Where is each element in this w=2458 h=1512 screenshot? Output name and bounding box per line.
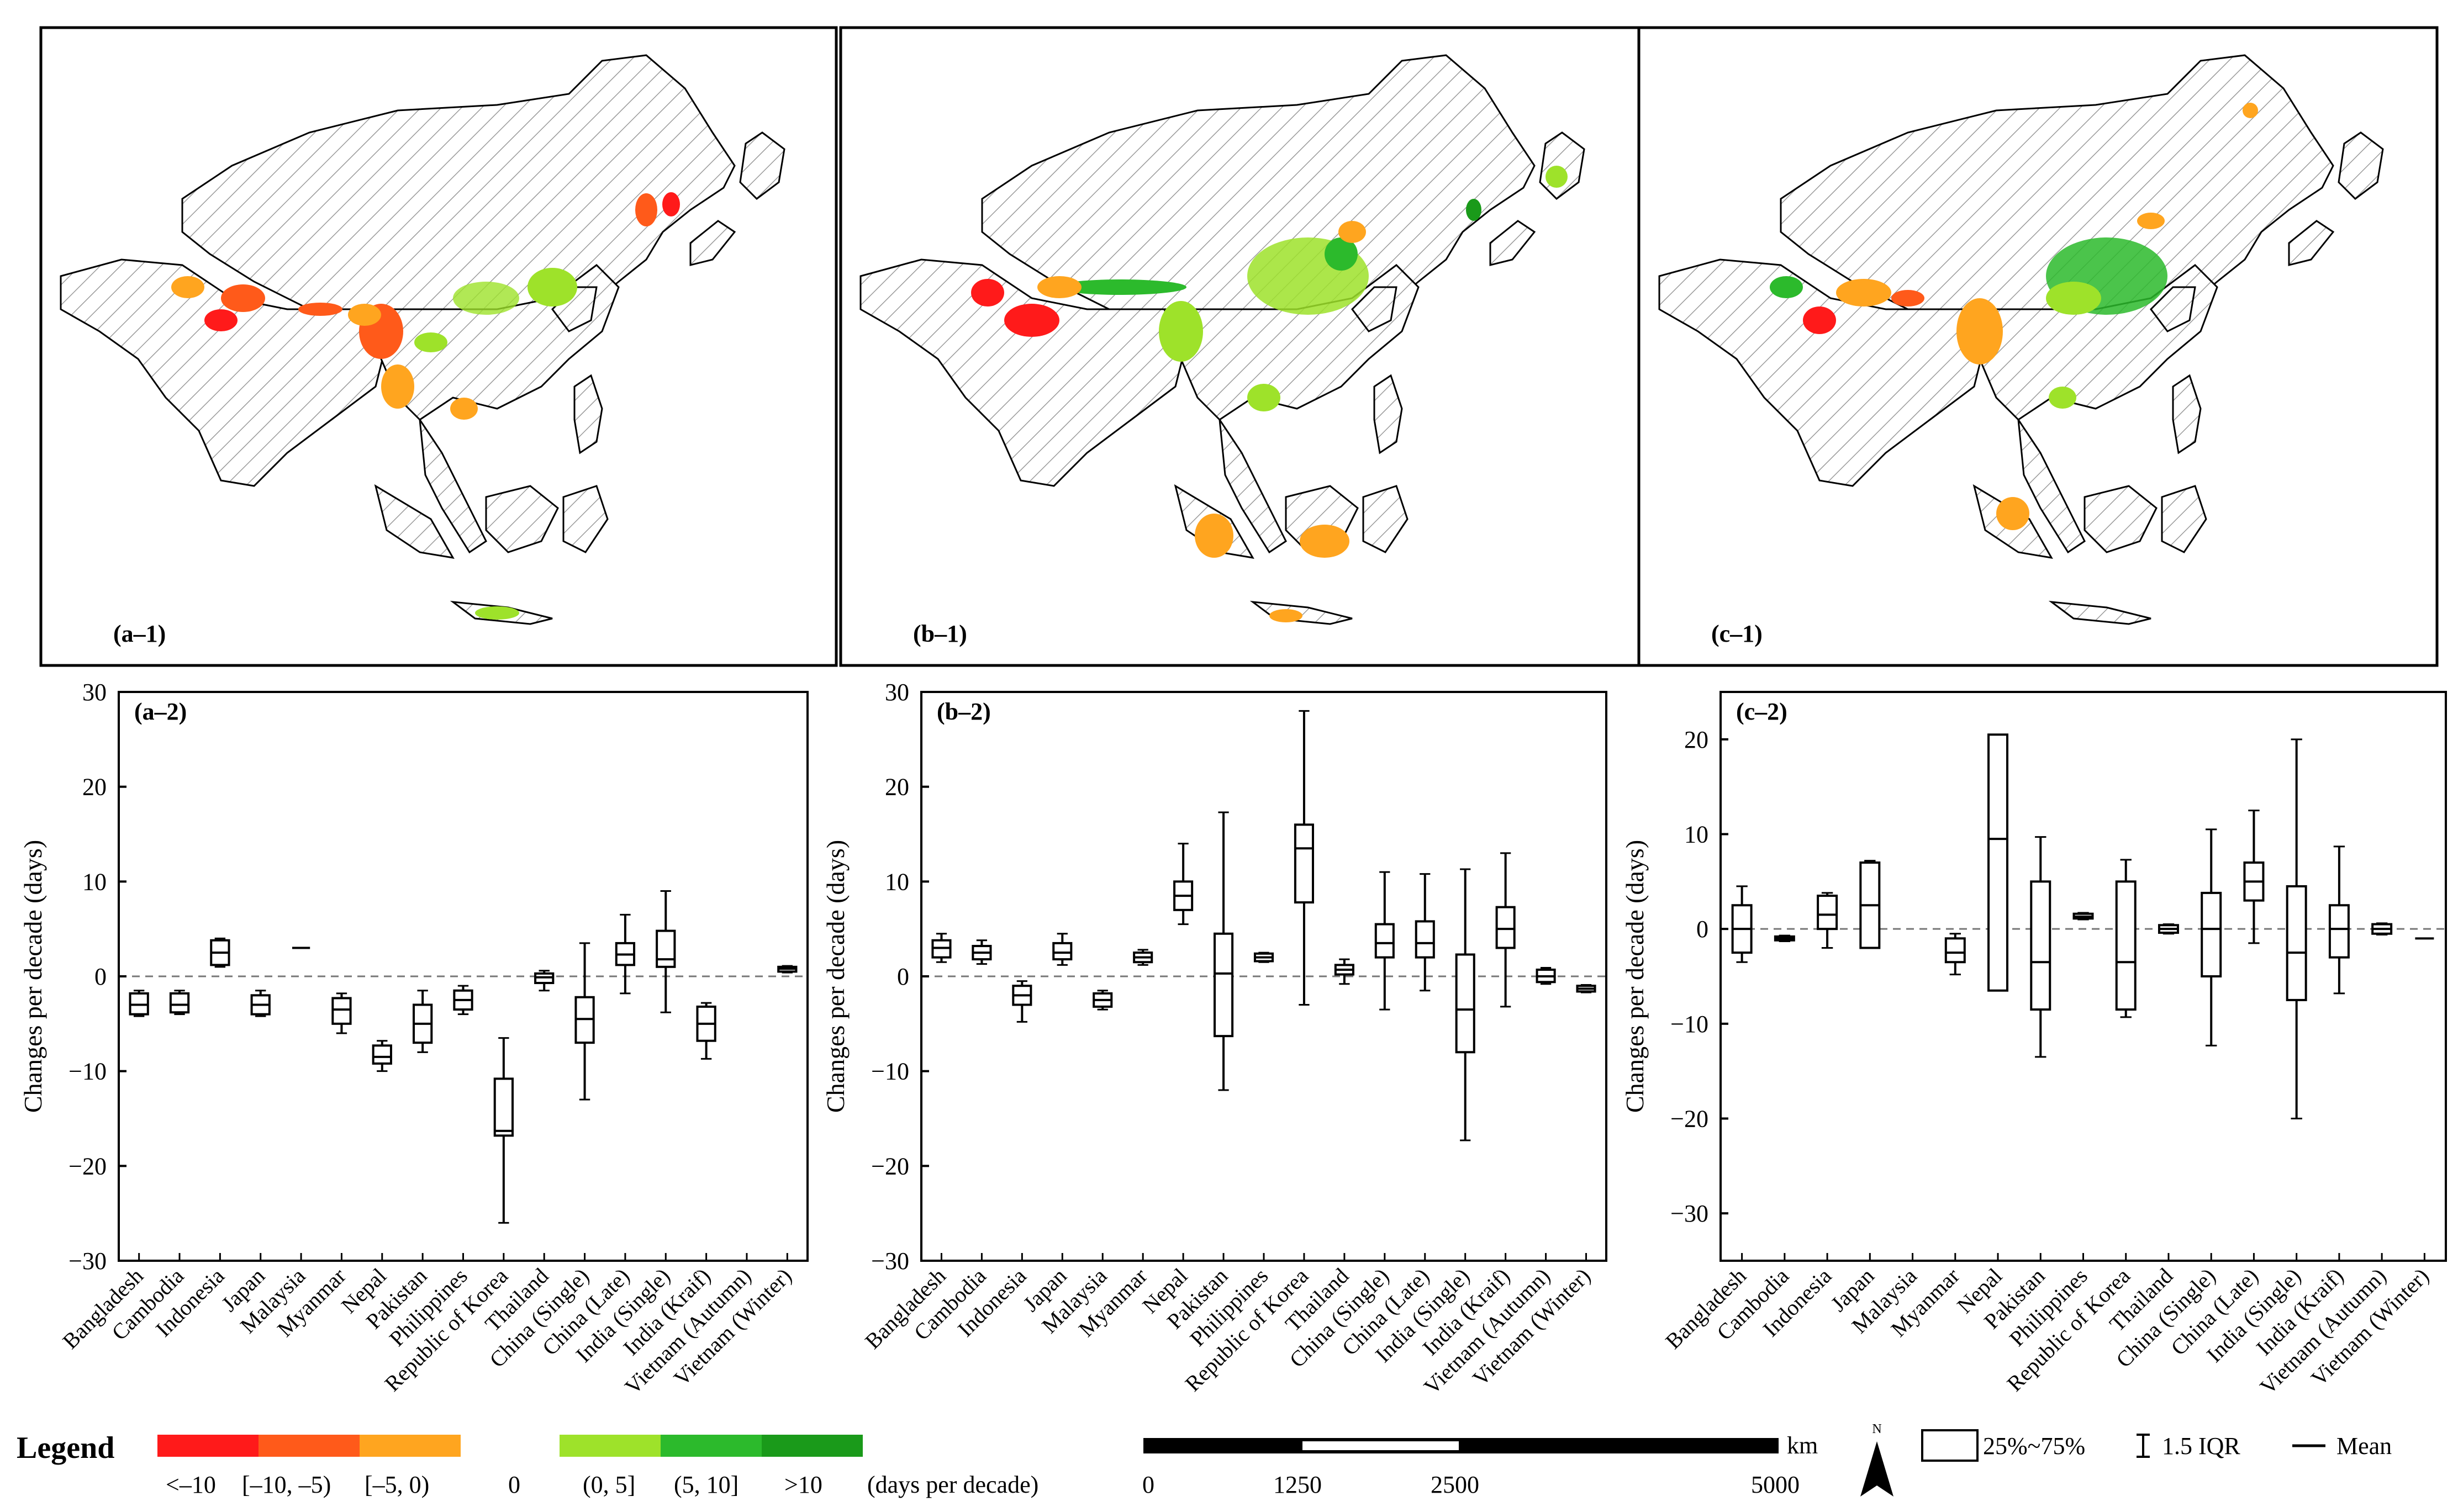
box-legend-whisker-icon [2137,1434,2150,1458]
legend-label: (5, 10] [674,1471,739,1498]
map-label-a: (a–1) [113,620,166,647]
iqr-box [1214,932,1234,1038]
scale-bar-outline [1143,1438,1779,1453]
y-tick-label: −10 [68,1058,107,1085]
iqr-box [656,929,676,968]
legend-label: [–5, 0) [365,1471,429,1498]
boxplot-panel-c: −30 −20 −10 0 10 20 (c–2) Changes per decade (d… [1621,691,2447,1399]
scale-bar: km 0 1250 2500 5000 [1142,1432,1818,1498]
y-tick-label: 30 [82,679,107,706]
map-panel-c: (c–1) [1637,26,2439,667]
scale-bar-unit: km [1787,1432,1818,1459]
iqr-box [2201,891,2222,978]
y-axis-label: Changes per decade (days) [1621,840,1649,1113]
y-tick-label: −30 [1670,1200,1708,1227]
y-tick-label: −30 [871,1247,909,1275]
legend-swatches [157,1435,863,1457]
box-legend-mean-label: Mean [2336,1432,2392,1460]
iqr-box [331,997,352,1025]
iqr-box [493,1077,514,1137]
panel-label: (a–2) [134,698,187,725]
panel-label: (b–2) [937,698,991,725]
map-colored-regions [171,192,680,620]
y-tick-label: −30 [68,1247,107,1275]
scale-tick-5000: 5000 [1751,1471,1800,1498]
iqr-box [1294,823,1314,904]
y-tick-label: 20 [885,774,909,801]
map-panels: (a–1) [39,26,2439,667]
legend-label: <–10 [166,1471,216,1498]
y-tick-label: −20 [871,1152,909,1180]
map-panel-b: (b–1) [839,26,1641,667]
y-axis-label: Changes per decade (days) [19,840,47,1113]
y-tick-label: 0 [1696,916,1708,943]
legend-unit-label: (days per decade) [867,1471,1038,1498]
y-tick-label: 20 [82,774,107,801]
legend-title: Legend [17,1431,114,1465]
legend-label: (0, 5] [583,1471,635,1498]
north-arrow-icon: N [1860,1422,1893,1497]
iqr-box [2328,904,2350,959]
iqr-box [1052,942,1073,961]
y-tick-label: −20 [1670,1106,1708,1133]
y-tick-label: −20 [68,1152,107,1180]
iqr-box [1374,923,1395,959]
iqr-box [1817,895,1838,931]
y-tick-label: 20 [1684,726,1708,753]
iqr-box [1495,906,1516,949]
iqr-box [1944,937,1966,964]
land-outline [859,54,1585,625]
box-legend-whisker-label: 1.5 IQR [2162,1432,2240,1460]
y-tick-label: 30 [885,679,909,706]
legend-swatch [360,1435,461,1457]
map-colored-regions [1770,103,2258,530]
map-colored-regions [971,166,1568,622]
plot-frame [920,691,1607,1262]
y-tick-label: 0 [94,963,107,990]
map-panel-a: (a–1) [39,26,838,667]
iqr-box [372,1044,392,1065]
legend-swatch [661,1435,762,1457]
box-legend-box-icon [1921,1429,1979,1462]
land-outline [60,54,785,625]
y-tick-label: 10 [885,868,909,895]
y-tick-label: 10 [1684,821,1708,848]
y-axis-label: Changes per decade (days) [821,840,850,1113]
iqr-box [1415,920,1435,959]
map-label-c: (c–1) [1711,620,1763,647]
scale-tick-2500: 2500 [1431,1471,1479,1498]
iqr-box [2115,880,2137,1011]
iqr-box [1455,953,1475,1054]
panel-label: (c–2) [1736,698,1787,725]
legend-swatch [259,1435,360,1457]
iqr-box [2286,885,2307,1001]
iqr-box [2030,880,2051,1011]
legend-label: 0 [508,1471,520,1498]
y-tick-label: −10 [871,1058,909,1085]
iqr-box [1987,733,2009,992]
plot-frame [1719,691,2447,1262]
legend-swatch [560,1435,661,1457]
boxplot-panel-b: −30 −20 −10 0 10 20 30 (b–2) Changes per decade … [821,679,1607,1399]
boxplot-panel-a: −30 −20 −10 0 10 20 30 (a–2) Changes per decade … [19,679,809,1399]
legend-label: [–10, –5) [242,1471,331,1498]
box-legend: 25%~75% 1.5 IQR Mean [1921,1429,2392,1462]
scale-tick-1250: 1250 [1273,1471,1322,1498]
y-tick-label: 0 [897,963,909,990]
legend-swatch [762,1435,863,1457]
box-legend-box-label: 25%~75% [1983,1432,2085,1460]
legend-label: >10 [784,1471,822,1498]
north-label: N [1872,1422,1881,1436]
scale-bar-white-segment [1302,1441,1459,1450]
scale-tick-0: 0 [1142,1471,1154,1498]
legend: Legend <–10 [–10, –5) [–5, 0) 0 (0, 5] (5, 10… [17,1431,1038,1498]
y-tick-label: 10 [82,868,107,895]
map-label-b: (b–1) [913,620,967,647]
y-tick-label: −10 [1670,1011,1708,1038]
legend-swatch [157,1435,259,1457]
iqr-box [169,992,190,1014]
legend-labels: <–10 [–10, –5) [–5, 0) 0 (0, 5] (5, 10] >10 [166,1471,822,1498]
